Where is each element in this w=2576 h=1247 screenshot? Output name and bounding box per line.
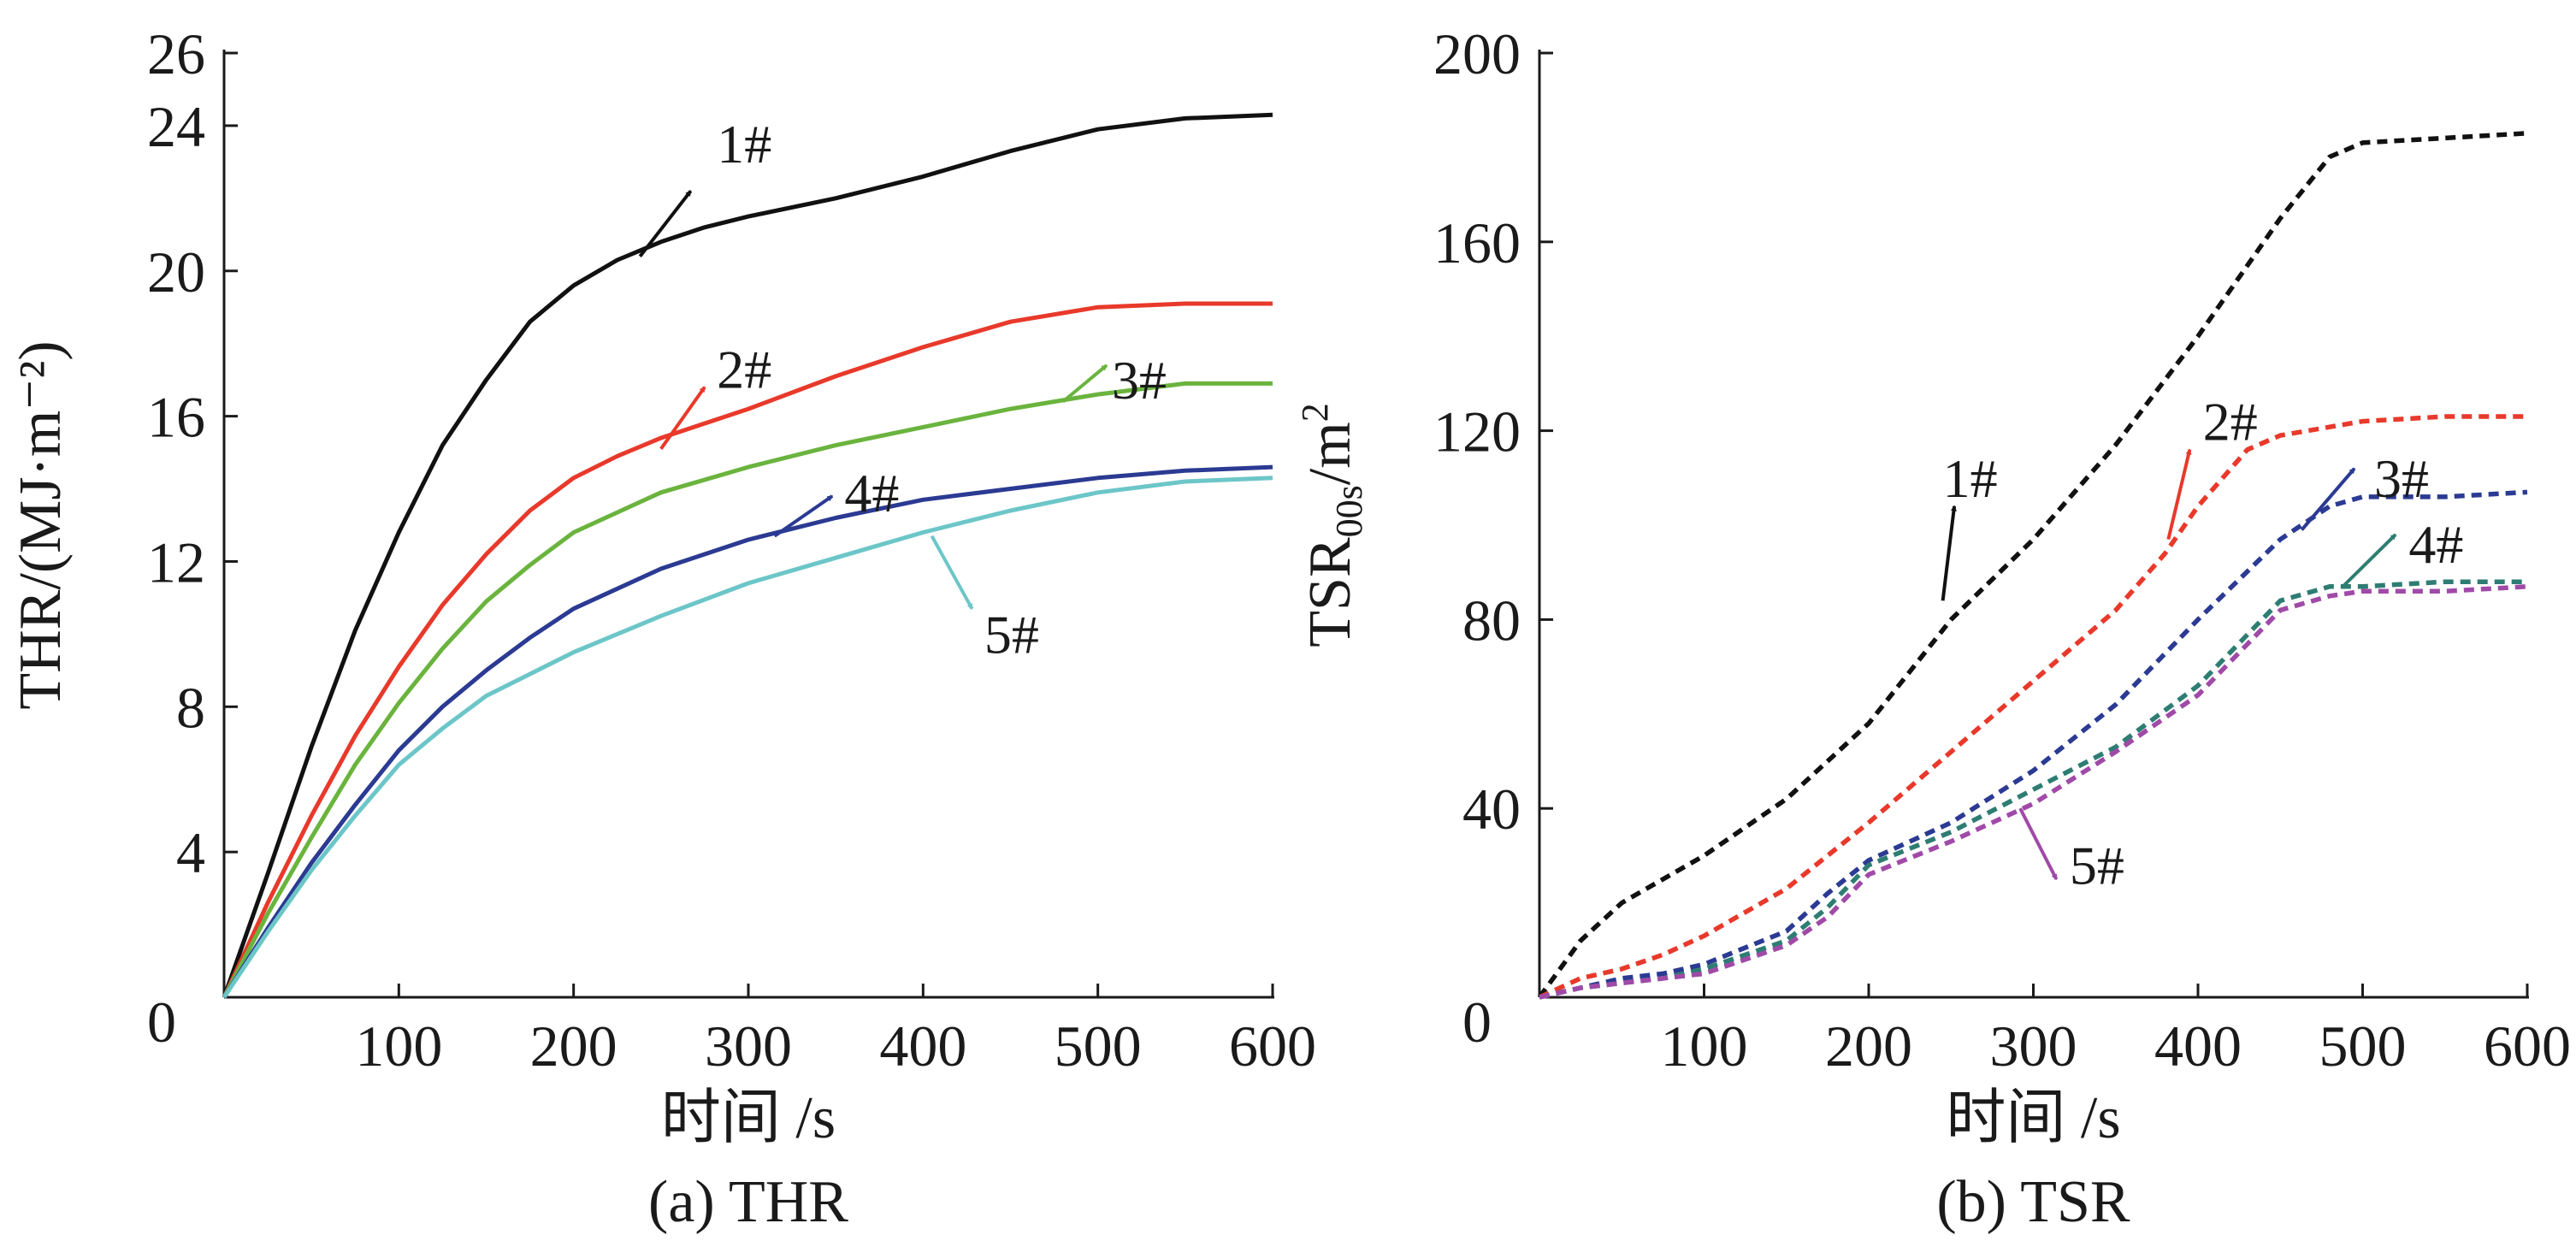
- series-line-2: [222, 301, 1273, 999]
- y-tick-label: 40: [1462, 777, 1521, 842]
- series-line-3: [1539, 489, 2528, 1000]
- x-tick-label: 400: [2154, 1014, 2242, 1079]
- y-axis-label: THR/(MJ·m⁻²): [8, 340, 74, 709]
- series-annotation-arrow: [2341, 533, 2397, 588]
- y-tick-label: 8: [176, 675, 205, 740]
- x-tick-label: 100: [355, 1014, 442, 1079]
- series-line-1: [222, 112, 1273, 998]
- y-tick-label: 120: [1433, 399, 1521, 464]
- x-tick-label: 200: [1825, 1014, 1912, 1079]
- series-line-4: [222, 464, 1273, 999]
- y-tick-label: 16: [147, 385, 205, 450]
- series-annotation-arrow: [773, 494, 834, 538]
- series-label: 4#: [2408, 514, 2463, 575]
- y-tick-label: 26: [147, 21, 205, 86]
- panel-caption: (b) TSR: [1936, 1169, 2130, 1235]
- y-tick-label: 4: [176, 820, 205, 885]
- series-annotation-arrow: [1941, 505, 1957, 601]
- x-tick-label: 500: [2319, 1014, 2407, 1079]
- x-tick-label: 500: [1055, 1014, 1142, 1079]
- series-line-1: [1537, 131, 2528, 999]
- x-axis-label: 时间 /s: [661, 1085, 836, 1151]
- series-annotation-arrow: [2300, 467, 2356, 531]
- origin-label: 0: [1462, 990, 1492, 1055]
- series-annotation-arrow: [638, 190, 693, 258]
- series-label: 4#: [844, 463, 899, 523]
- x-tick-label: 100: [1661, 1014, 1748, 1079]
- series-line-3: [222, 381, 1273, 999]
- series-line-5: [222, 476, 1273, 999]
- series-annotation-arrow: [930, 535, 974, 610]
- chart-panel-a: 4 8 12 16 20 24 26 0 100 200 300 400 500 600 时间 /s (a) …: [8, 21, 1316, 1235]
- x-tick-label: 600: [2484, 1014, 2571, 1079]
- x-tick-label: 400: [879, 1014, 966, 1079]
- series-annotation-arrow: [1061, 363, 1108, 404]
- series-label: 3#: [1112, 350, 1167, 411]
- origin-label: 0: [147, 990, 176, 1055]
- panel-caption: (a) THR: [648, 1169, 848, 1235]
- x-axis-label: 时间 /s: [1946, 1085, 2120, 1151]
- x-tick-label: 200: [530, 1014, 617, 1079]
- y-tick-label: 80: [1462, 588, 1521, 653]
- series-label: 5#: [2070, 835, 2124, 895]
- y-tick-label: 20: [147, 239, 205, 304]
- series-line-5: [1539, 584, 2528, 1000]
- series-label: 1#: [1943, 448, 1998, 509]
- chart-panel-b: 40 80 120 160 200 0 100 200 300 400 500 600 时间 /s (b)…: [1294, 21, 2571, 1235]
- y-tick-label: 12: [147, 529, 205, 594]
- series-annotation-arrow: [2166, 448, 2192, 541]
- y-axis-label: TSR00s/m2: [1294, 403, 1370, 647]
- series-label: 3#: [2374, 448, 2429, 509]
- x-tick-label: 300: [705, 1014, 792, 1079]
- series-label: 5#: [984, 604, 1039, 665]
- series-label: 2#: [717, 339, 771, 399]
- series-label: 1#: [717, 114, 771, 174]
- y-tick-label: 160: [1433, 210, 1521, 275]
- y-tick-label: 24: [147, 94, 205, 159]
- y-tick-label: 200: [1433, 21, 1521, 86]
- series-annotation-arrow: [659, 386, 706, 450]
- series-annotation-arrow: [2018, 807, 2059, 881]
- x-tick-label: 300: [1990, 1014, 2077, 1079]
- x-tick-label: 600: [1229, 1014, 1316, 1079]
- series-line-4: [1539, 579, 2527, 1000]
- series-label: 2#: [2203, 392, 2258, 452]
